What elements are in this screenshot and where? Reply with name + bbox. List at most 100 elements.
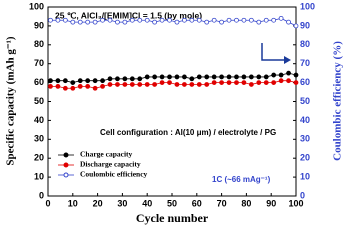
data-point [211,80,217,85]
data-point [211,74,217,80]
y2-tick-label: 20 [300,153,310,163]
data-point [100,17,105,23]
data-point [92,78,98,84]
data-point [278,72,284,78]
series-line [50,17,297,27]
data-point [137,17,143,23]
chart-title: 25 ℃, AlCl₃/[EMIM]Cl = 1.5 (by mole) [55,10,202,20]
x-tick-label: 70 [217,198,227,208]
y2-tick-label: 80 [300,39,310,49]
data-point [196,82,202,87]
y-tick-label: 100 [29,1,44,11]
data-point [181,82,187,87]
data-point [241,74,247,80]
y-tick-label: 70 [34,58,44,68]
y2-tick-label: 30 [300,134,310,144]
data-point [48,78,53,84]
data-point [293,23,299,29]
x-tick-label: 10 [68,198,78,208]
y-tick-label: 20 [34,153,44,163]
data-point [174,74,180,80]
x-tick-label: 40 [142,198,152,208]
data-point [144,74,150,80]
data-point [137,82,143,87]
data-point [189,17,195,23]
data-point [70,19,76,25]
chart: 25 ℃, AlCl₃/[EMIM]Cl = 1.5 (by mole) Cyc… [5,1,344,224]
y2-tick-label: 70 [300,58,310,68]
data-point [62,85,68,91]
data-point [248,74,254,80]
y-tick-label: 60 [34,77,44,87]
data-point [107,82,113,87]
data-point [55,83,61,89]
data-point [122,19,128,25]
legend-marker [63,172,69,178]
data-point [256,80,262,85]
data-point [144,82,150,87]
data-point [115,82,120,87]
legend-label: Charge capacity [80,150,133,159]
y2-axis-label: Coulombic efficiency (%) [332,41,344,161]
series-line [50,80,297,89]
y-tick-label: 30 [34,134,44,144]
legend-label: Coulombic efficiency [80,170,148,179]
data-point [167,74,172,80]
data-point [181,74,187,80]
y2-tick-label: 90 [300,20,310,30]
data-point [263,74,269,80]
data-point [226,74,232,80]
data-point [204,19,210,25]
data-point [278,78,284,84]
data-point [55,78,61,84]
data-point [85,19,91,25]
data-point [241,80,247,85]
data-point [181,17,187,23]
data-point [152,74,158,80]
data-point [159,80,165,85]
arrow [261,43,285,61]
legend-label: Discharge capacity [80,160,141,169]
data-point [85,78,91,84]
data-point [129,17,135,23]
x-tick-label: 30 [117,198,127,208]
data-point [271,80,277,85]
data-point [219,80,225,85]
data-point [263,17,269,23]
data-point [293,72,299,78]
data-point [278,15,284,21]
x-tick-label: 50 [167,198,177,208]
y2-tick-label: 100 [300,1,315,11]
arrow-head [284,56,291,64]
y-tick-label: 40 [34,115,44,125]
annotation: 1C (~66 mAg⁻¹) [212,175,271,184]
data-point [248,82,254,87]
annotation: Cell configuration : Al(10 μm) / electro… [100,128,276,137]
data-point [286,19,291,25]
data-point [77,78,83,84]
y-tick-label: 0 [39,190,44,200]
y2-tick-label: 50 [300,96,310,106]
y-tick-label: 50 [34,96,44,106]
data-point [219,19,225,25]
data-point [286,78,291,84]
y2-tick-label: 10 [300,171,310,181]
data-point [174,82,180,87]
x-tick-label: 90 [266,198,276,208]
x-tick-label: 0 [45,198,50,208]
data-point [226,17,232,23]
data-point [241,17,247,23]
data-point [189,82,195,87]
x-tick-label: 80 [241,198,251,208]
data-point [167,17,172,23]
data-point [196,74,202,80]
data-point [152,19,158,25]
data-point [129,82,135,87]
y2-tick-label: 0 [300,190,305,200]
data-point [92,19,98,25]
data-point [234,17,239,23]
x-tick-label: 20 [93,198,103,208]
data-point [107,76,113,82]
x-tick-label: 60 [192,198,202,208]
y2-tick-label: 40 [300,115,310,125]
